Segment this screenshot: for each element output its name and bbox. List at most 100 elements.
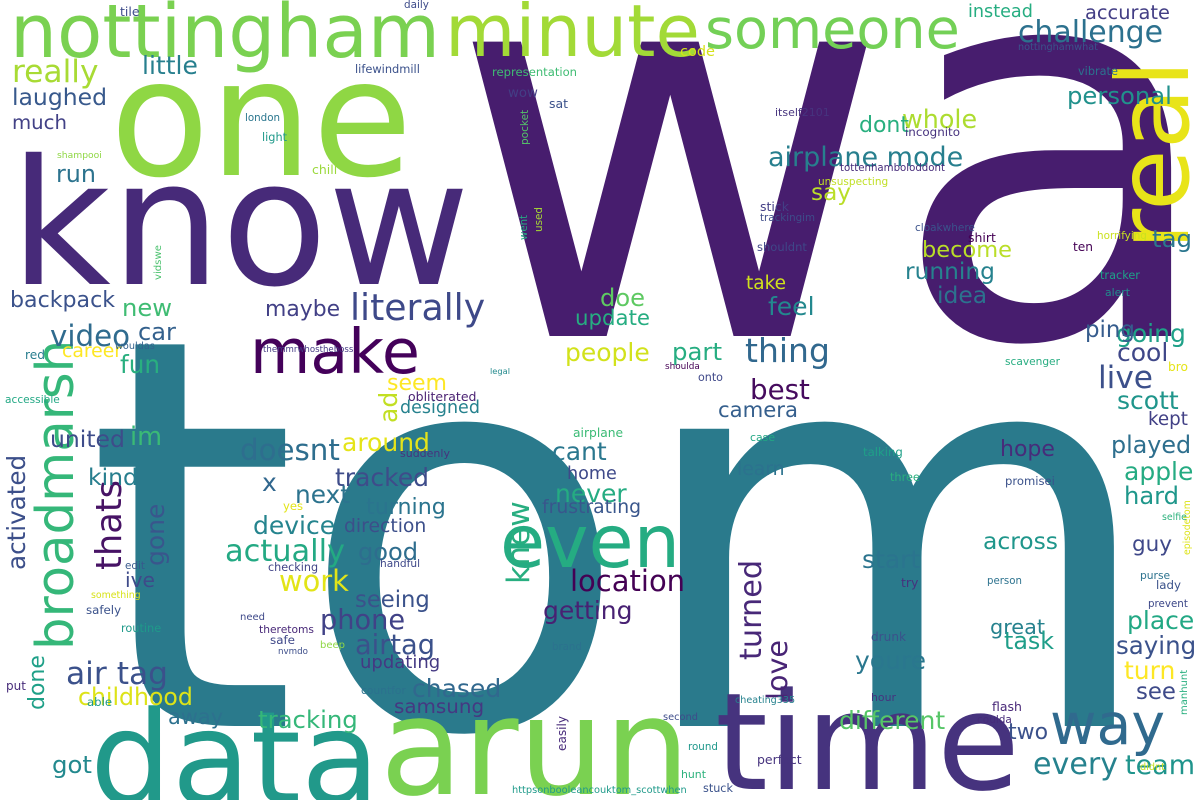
- word-arun: arun: [380, 667, 691, 800]
- word-united: united: [50, 425, 125, 454]
- word-seem: seem: [387, 370, 447, 396]
- word-three: three: [890, 471, 920, 485]
- word-start: start: [862, 544, 921, 574]
- word-team: team: [1125, 749, 1196, 781]
- word-airplane-mode: airplane mode: [768, 142, 964, 173]
- word-got: got: [52, 749, 92, 779]
- word-selfie: selfie: [1162, 512, 1187, 524]
- word-daily: daily: [404, 0, 429, 11]
- word-thats: thats: [89, 479, 131, 570]
- word-gone: gone: [140, 503, 170, 567]
- word-handful: handful: [380, 557, 421, 570]
- word-code: code: [680, 44, 715, 61]
- word-wa: wa: [450, 0, 1200, 463]
- word-two: two: [1008, 720, 1049, 746]
- word-know: know: [10, 122, 471, 326]
- word-didnt: didnt: [1140, 762, 1165, 774]
- word-maybe: maybe: [265, 297, 341, 323]
- word-lady: lady: [1156, 578, 1181, 593]
- word-scott: scott: [1117, 385, 1179, 415]
- word-saying: saying: [1116, 630, 1197, 660]
- word-purse: purse: [1140, 568, 1171, 582]
- word-second: second: [663, 712, 698, 724]
- word-something: something: [91, 590, 141, 602]
- word-idea: idea: [937, 281, 988, 310]
- word-good: good: [358, 538, 419, 567]
- word-different: different: [839, 705, 946, 735]
- word-nottingham: nottingham: [10, 0, 441, 76]
- word-themmrwhostheboss: themmrwhostheboss: [263, 344, 354, 355]
- word-live: live: [1098, 359, 1153, 396]
- word-legal: legal: [490, 365, 511, 376]
- word-played: played: [1111, 431, 1192, 460]
- word-become: become: [922, 236, 1013, 263]
- word-direction: direction: [344, 516, 427, 538]
- word-talking: talking: [863, 445, 903, 460]
- word-easily: easily: [554, 715, 569, 751]
- word-bro: bro: [1168, 359, 1188, 374]
- word-ten: ten: [1073, 239, 1094, 254]
- word-never: never: [555, 478, 627, 508]
- word-samsung: samsung: [394, 695, 485, 719]
- word-trackingim: trackingim: [760, 211, 816, 224]
- word-kept: kept: [1148, 409, 1188, 431]
- word-representation: representation: [492, 65, 578, 80]
- word-turn: turn: [1124, 655, 1176, 685]
- word-really: really: [12, 53, 99, 90]
- word-apple: apple: [1124, 456, 1194, 486]
- word-airplane: airplane: [573, 425, 624, 440]
- word-able: able: [87, 695, 113, 710]
- word-across: across: [983, 527, 1058, 556]
- word-safely: safely: [86, 603, 122, 618]
- word-next: next: [295, 479, 350, 509]
- word-alert: alert: [1105, 285, 1130, 299]
- word-backpack: backpack: [10, 286, 116, 313]
- word-knew: knew: [500, 501, 537, 584]
- word-brand: brand: [552, 641, 582, 653]
- word-location: location: [570, 563, 686, 598]
- word-place: place: [1127, 605, 1195, 635]
- word-tile: tile: [120, 3, 140, 19]
- word-tottenhamboloddont: tottenhamboloddont: [840, 162, 945, 174]
- word-whole: whole: [902, 103, 978, 134]
- word-running: running: [905, 258, 995, 286]
- word-thing: thing: [745, 331, 830, 371]
- word-cheating335: cheating335: [735, 695, 796, 707]
- word-video: video: [50, 319, 131, 354]
- word-ping: ping: [1085, 317, 1135, 344]
- word-around: around: [342, 427, 430, 457]
- word-done: done: [24, 655, 50, 710]
- word-instead: instead: [968, 2, 1033, 23]
- word-data: data: [90, 684, 380, 800]
- word-updating: updating: [360, 651, 441, 673]
- word-fun: fun: [120, 349, 160, 379]
- word-shoulda: shoulda: [665, 361, 700, 372]
- word-dont: dont: [859, 112, 909, 138]
- word-coulda: coulda: [977, 713, 1012, 726]
- word-tracking: tracking: [258, 704, 358, 734]
- word-way: way: [1050, 691, 1166, 758]
- word-red: red: [25, 347, 45, 362]
- word-went: went: [518, 214, 530, 240]
- word-part: part: [672, 336, 723, 366]
- word-tracked: tracked: [335, 462, 429, 492]
- word-wouldas: wouldas: [115, 341, 155, 353]
- word-horrifying: horrifying: [1097, 229, 1147, 242]
- word-suddenly: suddenly: [400, 447, 450, 461]
- word-manhunt: manhunt: [1179, 669, 1191, 715]
- word-personal: personal: [1067, 80, 1172, 110]
- word-one: one: [110, 24, 413, 214]
- word-lifewindmill: lifewindmill: [355, 62, 420, 77]
- word-put: put: [6, 678, 26, 693]
- word-onto: onto: [698, 371, 723, 385]
- word-designed: designed: [400, 397, 480, 418]
- word-promisei: promisei: [1005, 474, 1055, 489]
- word-actually: actually: [225, 534, 346, 570]
- word-minute: minute: [445, 0, 700, 75]
- word-update: update: [575, 306, 651, 332]
- word-kind: kind: [88, 463, 138, 492]
- word-light: light: [262, 131, 288, 145]
- word-theretoms: theretoms: [259, 622, 314, 636]
- word-doe: doe: [600, 283, 646, 312]
